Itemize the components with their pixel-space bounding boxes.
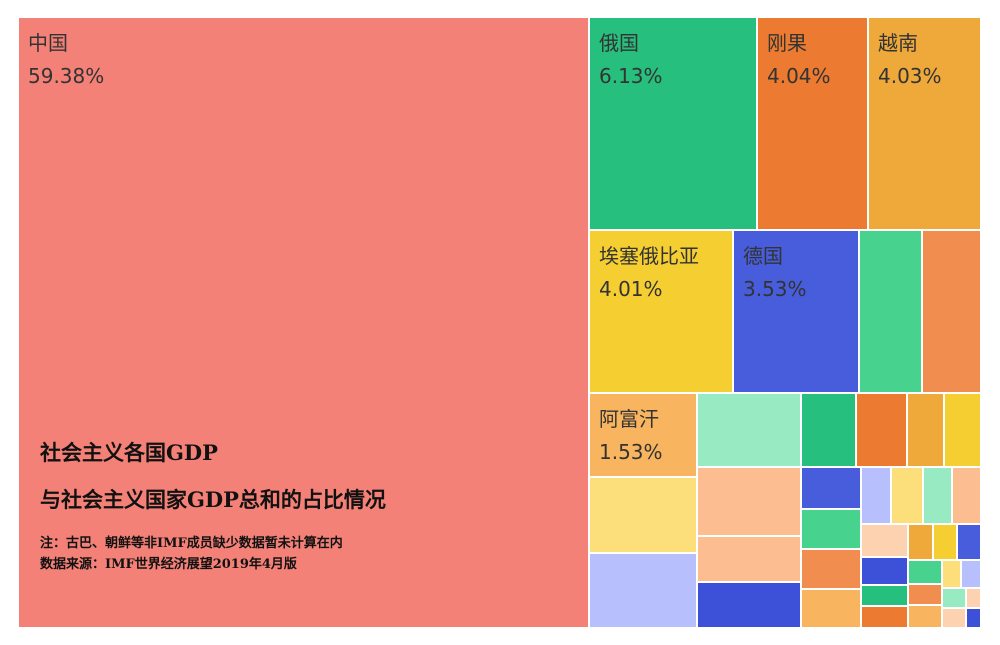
treemap-cell-name: 刚果 [767,31,807,55]
treemap-cell-name: 俄国 [599,31,639,55]
treemap-cell-value: 3.53% [743,277,807,301]
treemap-cell-value: 59.38% [28,64,104,88]
treemap-cell-value: 6.13% [599,64,663,88]
treemap-cell-unlabeled [802,394,855,466]
treemap-cell-unlabeled [943,609,965,627]
treemap-cell-name: 越南 [878,31,918,55]
treemap-cell-unlabeled [943,589,965,607]
treemap-cell-value: 1.53% [599,440,663,464]
treemap-cell-unlabeled [862,468,890,523]
treemap-cell-2 [590,18,756,229]
treemap-cell-unlabeled [857,394,906,466]
treemap-cell-3 [758,18,867,229]
chart-source: 数据来源：IMF世界经济展望2019年4月版 [40,556,297,572]
treemap-cell-unlabeled [590,554,696,627]
treemap-cell-7 [590,394,696,476]
treemap-cell-unlabeled [698,394,800,466]
treemap-cell-unlabeled [698,468,800,535]
treemap-cell-value: 4.04% [767,64,831,88]
treemap-cell-unlabeled [908,394,943,466]
treemap-cell-unlabeled [698,583,800,627]
treemap-cell-unlabeled [909,561,941,583]
treemap-cell-unlabeled [860,231,921,392]
treemap-cell-unlabeled [924,468,951,523]
treemap-cell-unlabeled [802,550,860,588]
treemap-cell-6 [734,231,858,392]
treemap-cell-1 [19,18,588,627]
treemap-cell-name: 埃塞俄比亚 [599,244,699,268]
treemap-cell-unlabeled [923,231,980,392]
treemap-cell-unlabeled [967,589,980,607]
treemap-cell-name: 德国 [743,244,783,268]
treemap-cell-unlabeled [862,586,907,605]
treemap-cell-unlabeled [934,525,956,559]
treemap-cell-unlabeled [958,525,980,559]
treemap-cell-unlabeled [862,525,907,556]
treemap-cell-value: 4.01% [599,277,663,301]
treemap-cell-unlabeled [802,590,860,627]
chart-title-line1: 社会主义各国GDP [39,440,218,465]
treemap-cell-unlabeled [909,606,941,627]
treemap-cell-unlabeled [953,468,980,523]
chart-title-line2: 与社会主义国家GDP总和的占比情况 [40,487,386,512]
treemap-cell-unlabeled [698,537,800,581]
treemap-cell-unlabeled [802,510,860,548]
treemap-cell-unlabeled [802,468,860,508]
treemap-cell-unlabeled [862,607,907,627]
treemap-cell-5 [590,231,732,392]
treemap-cell-unlabeled [909,525,932,559]
treemap-cell-name: 阿富汗 [599,407,659,431]
treemap-cell-unlabeled [943,561,960,587]
treemap-cells [19,18,980,627]
chart-note: 注：古巴、朝鲜等非IMF成员缺少数据暂未计算在内 [40,535,343,551]
treemap-cell-unlabeled [945,394,980,466]
treemap-labels: 中国 59.38% 俄国 6.13% 刚果 4.04% 越南 4.03% 埃塞俄比亚 4.01% 德… [28,31,942,464]
treemap-cell-value: 4.03% [878,64,942,88]
treemap-cell-unlabeled [967,609,980,627]
treemap-cell-unlabeled [962,561,980,587]
treemap-cell-name: 中国 [28,31,68,55]
treemap-cell-unlabeled [909,585,941,604]
treemap-cell-4 [869,18,980,229]
treemap-cell-unlabeled [862,558,907,584]
treemap-cell-unlabeled [892,468,922,523]
treemap-cell-unlabeled [590,478,696,552]
